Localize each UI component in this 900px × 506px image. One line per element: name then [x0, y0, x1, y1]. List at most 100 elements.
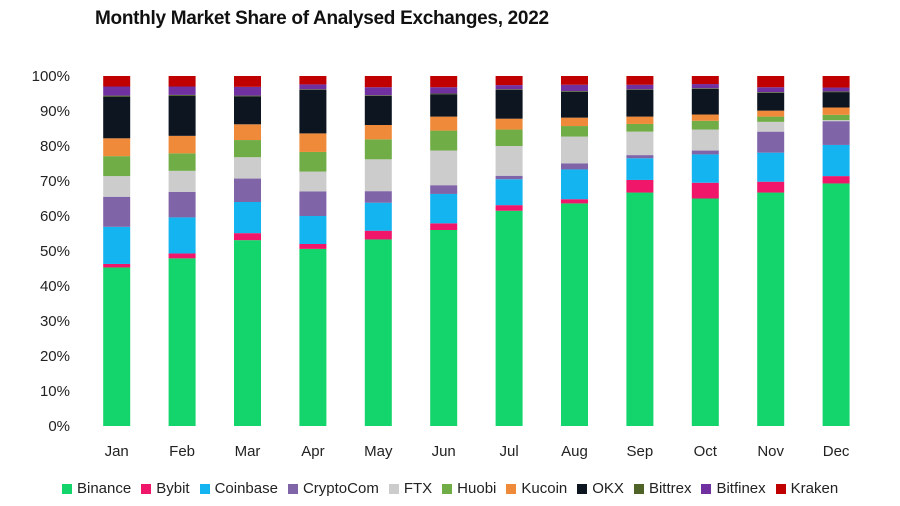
legend-item-okx: OKX: [577, 480, 624, 497]
legend-item-ftx: FTX: [388, 480, 432, 497]
bar-segment-huobi-sep: [626, 123, 654, 132]
bar-segment-coinbase-jan: [103, 226, 131, 264]
bar-segment-kraken-nov: [757, 76, 785, 88]
bar-segment-cryptocom-sep: [626, 155, 654, 159]
bar-segment-coinbase-feb: [168, 217, 196, 254]
bar-segment-okx-aug: [561, 91, 588, 118]
legend-swatch: [701, 483, 712, 494]
y-tick-label: 40%: [40, 278, 70, 295]
bar-segment-bittrex-oct: [691, 88, 719, 89]
x-tick-label: Nov: [757, 443, 784, 460]
bar-segment-bybit-dec: [822, 176, 850, 184]
bar-segment-binance-dec: [822, 183, 850, 426]
bar-segment-ftx-jun: [430, 150, 458, 186]
bar-segment-cryptocom-jul: [495, 175, 523, 180]
bar-segment-binance-feb: [168, 258, 196, 426]
y-tick-label: 70%: [40, 173, 70, 190]
y-tick-label: 100%: [32, 68, 70, 85]
bar-segment-huobi-jan: [103, 156, 131, 177]
bar-segment-bitfinex-sep: [626, 84, 654, 90]
legend-label: Bittrex: [648, 480, 692, 497]
bar-segment-cryptocom-jun: [430, 185, 458, 194]
bar-segment-bittrex-sep: [626, 89, 654, 90]
bar-segment-kraken-dec: [822, 76, 850, 88]
legend-swatch: [199, 483, 210, 494]
bar-segment-huobi-feb: [168, 153, 196, 171]
bar-segment-bittrex-dec: [822, 91, 850, 93]
legend-item-binance: Binance: [62, 480, 131, 497]
bar-segment-kucoin-nov: [757, 110, 785, 117]
bar-segment-bittrex-apr: [299, 89, 327, 90]
bar-segment-bitfinex-oct: [691, 84, 719, 89]
bar-segment-ftx-jan: [103, 176, 131, 197]
bar-segment-okx-may: [364, 95, 392, 125]
bar-segment-kraken-sep: [626, 76, 654, 85]
bar-segment-binance-aug: [561, 203, 588, 426]
bar-segment-kucoin-oct: [691, 114, 719, 121]
bar-segment-cryptocom-jan: [103, 196, 131, 227]
bar-segment-huobi-dec: [822, 114, 850, 121]
legend-label: Bitfinex: [716, 480, 766, 497]
legend-item-bitfinex: Bitfinex: [701, 480, 766, 497]
bar-segment-cryptocom-may: [364, 191, 392, 203]
bar-segment-huobi-jul: [495, 129, 523, 146]
bar-segment-bittrex-mar: [234, 95, 261, 97]
bar-segment-kraken-jun: [430, 76, 458, 88]
bar-segment-bittrex-jun: [430, 93, 458, 95]
y-tick-label: 90%: [40, 103, 70, 120]
bar-segment-coinbase-apr: [299, 216, 327, 244]
bar-segment-huobi-apr: [299, 151, 327, 172]
bar-segment-okx-jun: [430, 94, 458, 117]
y-tick-label: 50%: [40, 243, 70, 260]
bar-segment-cryptocom-mar: [234, 178, 261, 202]
x-tick-label: Sep: [627, 443, 654, 460]
bar-segment-huobi-may: [364, 139, 392, 160]
bar-segment-cryptocom-feb: [168, 191, 196, 218]
legend-label: OKX: [592, 480, 624, 497]
legend-item-bittrex: Bittrex: [633, 480, 692, 497]
bar-segment-huobi-nov: [757, 116, 785, 122]
bar-segment-huobi-mar: [234, 140, 261, 158]
bar-segment-bitfinex-feb: [168, 86, 196, 95]
bar-segment-coinbase-jun: [430, 193, 458, 224]
bar-segment-okx-jan: [103, 96, 131, 139]
legend-swatch: [62, 483, 72, 494]
legend-swatch: [577, 483, 588, 494]
bar-segment-bybit-oct: [691, 182, 719, 199]
bar-segment-ftx-apr: [299, 171, 327, 192]
bar-segment-ftx-dec: [822, 120, 850, 122]
bar-segment-bybit-mar: [234, 233, 261, 241]
bar-segment-kucoin-jun: [430, 116, 458, 131]
bar-segment-binance-jan: [103, 267, 131, 426]
bar-segment-bybit-may: [364, 230, 392, 240]
bar-segment-bybit-aug: [561, 199, 588, 204]
bar-segment-cryptocom-dec: [822, 121, 850, 145]
bar-segment-kraken-feb: [168, 76, 196, 87]
bar-segment-kucoin-dec: [822, 107, 850, 115]
legend-swatch: [442, 483, 453, 494]
bar-segment-ftx-aug: [561, 136, 588, 164]
x-tick-label: Dec: [823, 443, 850, 460]
bar-segment-huobi-oct: [691, 120, 719, 130]
bar-segment-coinbase-dec: [822, 144, 850, 177]
bar-segment-bybit-jan: [103, 263, 131, 268]
legend: Binance Bybit Coinbase CryptoCom FTX Huobi Kuc…: [62, 480, 838, 497]
legend-label: Kraken: [790, 480, 839, 497]
bar-segment-okx-nov: [757, 92, 785, 111]
x-tick-label: Jan: [105, 443, 129, 460]
bar-segment-binance-mar: [234, 240, 261, 426]
chart-title: Monthly Market Share of Analysed Exchang…: [95, 8, 549, 29]
bar-segment-bittrex-jul: [495, 89, 523, 90]
x-tick-label: May: [364, 443, 393, 460]
x-tick-label: Aug: [561, 443, 588, 460]
y-tick-label: 60%: [40, 208, 70, 225]
bar-segment-bybit-jul: [495, 205, 523, 211]
bar-segment-ftx-oct: [691, 129, 719, 151]
legend-label: CryptoCom: [302, 480, 379, 497]
bar-segment-kraken-aug: [561, 76, 588, 85]
bar-segment-kucoin-jan: [103, 138, 131, 157]
bar-segment-bitfinex-nov: [757, 87, 785, 93]
legend-label: Binance: [77, 480, 132, 497]
bar-segment-bitfinex-mar: [234, 86, 261, 96]
bar-segment-bitfinex-jan: [103, 86, 131, 96]
